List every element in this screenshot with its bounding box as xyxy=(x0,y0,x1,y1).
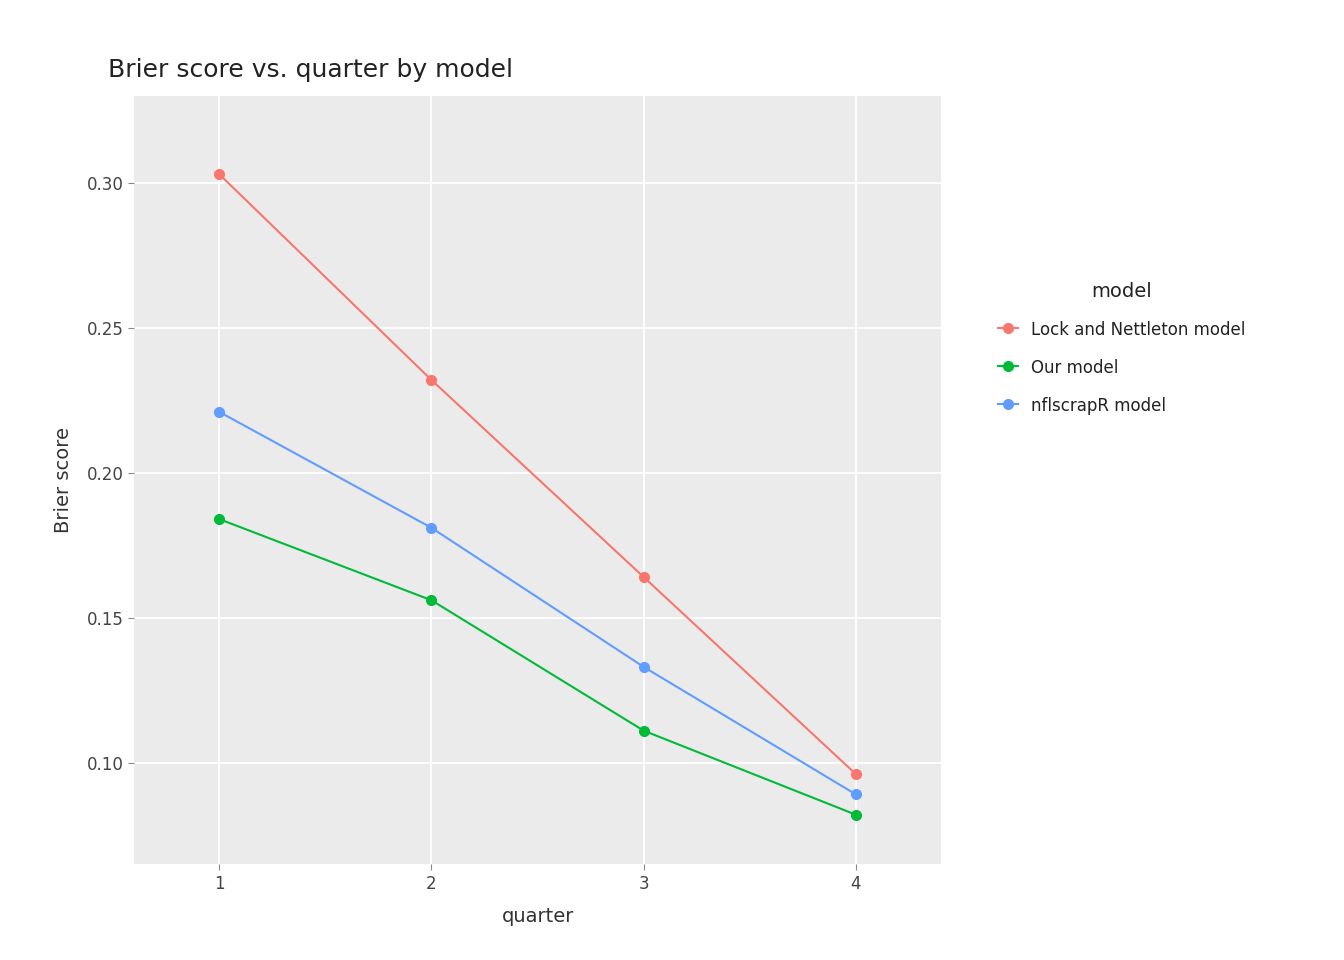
Legend: Lock and Nettleton model, Our model, nflscrapR model: Lock and Nettleton model, Our model, nfl… xyxy=(989,274,1254,423)
nflscrapR model xyxy=(211,406,227,418)
Lock and Nettleton model xyxy=(423,374,439,386)
Y-axis label: Brier score: Brier score xyxy=(54,427,73,533)
X-axis label: quarter: quarter xyxy=(501,907,574,926)
Line: nflscrapR model: nflscrapR model xyxy=(215,407,860,800)
Line: Our model: Our model xyxy=(215,515,860,820)
Lock and Nettleton model xyxy=(211,169,227,180)
Our model xyxy=(636,725,652,736)
nflscrapR model xyxy=(423,522,439,534)
Lock and Nettleton model xyxy=(848,768,864,780)
Text: Brier score vs. quarter by model: Brier score vs. quarter by model xyxy=(108,58,512,82)
Our model xyxy=(211,514,227,525)
nflscrapR model xyxy=(636,661,652,673)
Our model xyxy=(848,809,864,821)
nflscrapR model xyxy=(848,789,864,801)
Our model xyxy=(423,594,439,606)
Lock and Nettleton model xyxy=(636,571,652,583)
Line: Lock and Nettleton model: Lock and Nettleton model xyxy=(215,169,860,779)
